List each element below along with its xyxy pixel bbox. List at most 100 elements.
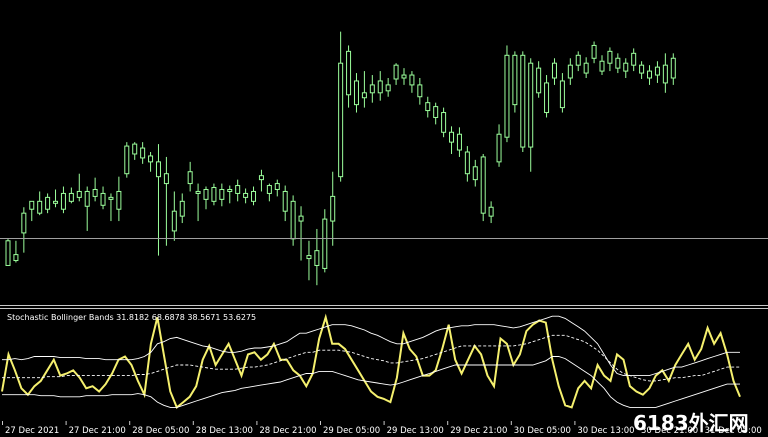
- candle-body: [68, 192, 74, 202]
- candle-body: [37, 200, 43, 214]
- candle-body: [219, 188, 225, 200]
- candle-body: [631, 52, 637, 66]
- upper-band-line: [2, 315, 740, 377]
- candle-body: [163, 173, 169, 185]
- candle: [393, 63, 399, 85]
- candle-body: [203, 188, 209, 200]
- time-label: 29 Dec 13:00: [387, 426, 444, 436]
- candle: [472, 159, 478, 187]
- candle-body: [536, 67, 542, 94]
- candle-body: [647, 70, 653, 79]
- time-axis: 27 Dec 2021 27 Dec 21:00 28 Dec 05:00 28 De…: [2, 421, 762, 436]
- time-label: 27 Dec 21:00: [69, 426, 126, 436]
- candle: [92, 177, 98, 202]
- candle-body: [449, 131, 455, 143]
- candle: [504, 45, 510, 143]
- candle: [148, 152, 154, 172]
- candle-body: [488, 206, 494, 217]
- candle-body: [322, 218, 328, 269]
- candle-body: [274, 183, 280, 190]
- candle: [496, 124, 502, 167]
- time-label: 29 Dec 05:00: [323, 426, 380, 436]
- candle: [282, 185, 288, 222]
- candle: [203, 186, 209, 210]
- candle-body: [433, 106, 439, 118]
- candle: [60, 186, 66, 214]
- candle: [377, 71, 383, 101]
- candle-body: [544, 82, 550, 114]
- candle-body: [235, 185, 241, 194]
- candle-body: [441, 112, 447, 133]
- lower-band-line: [2, 356, 740, 408]
- candle: [53, 189, 59, 208]
- candle-body: [575, 54, 581, 66]
- candle-body: [171, 210, 177, 232]
- candle-body: [76, 190, 82, 198]
- candle-body: [670, 57, 676, 79]
- candle: [449, 126, 455, 154]
- candle: [520, 51, 526, 152]
- candle-body: [290, 200, 296, 240]
- candle: [583, 57, 589, 78]
- candle: [559, 73, 565, 113]
- candle: [84, 186, 90, 231]
- candle: [68, 187, 74, 204]
- time-label: 29 Dec 21:00: [450, 426, 507, 436]
- candle-body: [639, 64, 645, 74]
- candle: [615, 53, 621, 74]
- candle-body: [369, 84, 375, 94]
- candle-body: [654, 66, 660, 76]
- candle: [401, 68, 407, 85]
- candle-body: [330, 195, 336, 222]
- candle-body: [615, 57, 621, 69]
- candle-body: [599, 60, 605, 72]
- candle: [187, 161, 193, 192]
- candle-body: [520, 54, 526, 148]
- candle-body: [108, 196, 114, 200]
- candle-body: [155, 161, 161, 178]
- candle: [567, 58, 573, 85]
- candle-body: [13, 254, 19, 262]
- candle-body: [512, 54, 518, 106]
- candle: [647, 65, 653, 85]
- candle: [353, 73, 359, 113]
- candle: [528, 58, 534, 172]
- candle-body: [353, 80, 359, 106]
- time-label: 28 Dec 05:00: [132, 426, 189, 436]
- candle: [219, 183, 225, 207]
- candle-body: [464, 151, 470, 175]
- candle: [195, 183, 201, 222]
- candle: [100, 186, 106, 210]
- candle: [330, 171, 336, 246]
- candle-body: [5, 240, 11, 266]
- middle-band-line: [2, 334, 740, 382]
- candle: [417, 78, 423, 105]
- candle: [512, 51, 518, 113]
- time-label: 27 Dec 2021: [5, 426, 59, 436]
- candle: [607, 47, 613, 72]
- watermark: 6183外汇网: [633, 411, 749, 435]
- candle: [108, 193, 114, 222]
- candle-body: [480, 156, 486, 214]
- candle: [623, 58, 629, 78]
- candle-body: [84, 190, 90, 207]
- candle-body: [195, 190, 201, 194]
- candle-body: [409, 74, 415, 86]
- candle: [116, 176, 122, 222]
- candle-body: [551, 62, 557, 79]
- candle-body: [496, 133, 502, 163]
- indicator-label: Stochastic Bollinger Bands 31.8182 68.68…: [7, 313, 256, 322]
- candle: [338, 31, 344, 182]
- candle-body: [116, 190, 122, 210]
- candle: [124, 142, 130, 178]
- candle-body: [583, 62, 589, 74]
- candle: [599, 55, 605, 76]
- candle-body: [623, 62, 629, 72]
- candle: [591, 41, 597, 64]
- candle-body: [132, 143, 138, 155]
- candle: [274, 179, 280, 197]
- candle: [322, 209, 328, 273]
- candle-body: [179, 200, 185, 217]
- candle: [670, 53, 676, 85]
